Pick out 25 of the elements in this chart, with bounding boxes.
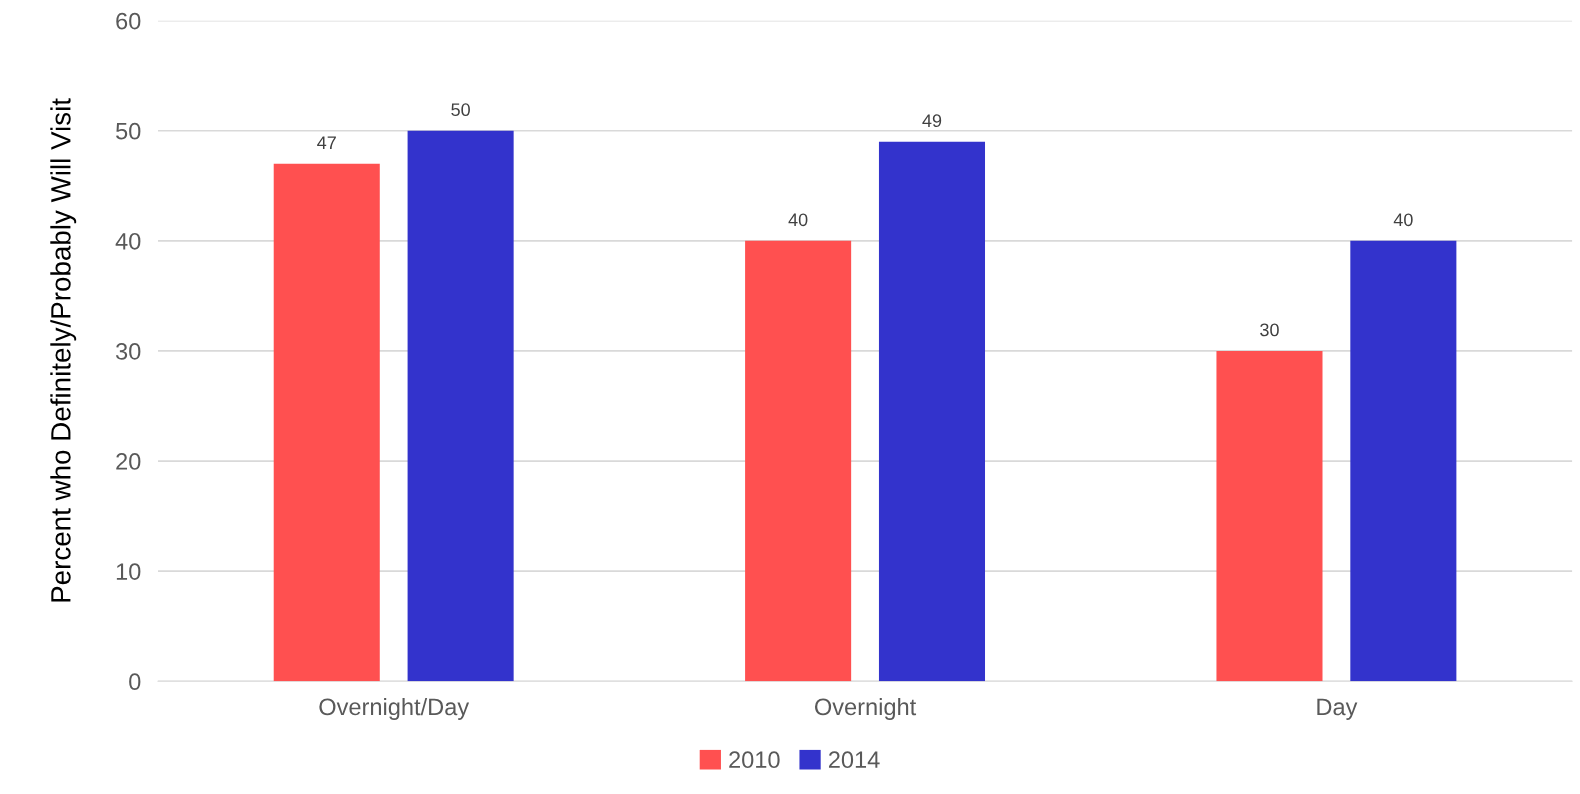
x-tick-label: Overnight (814, 697, 917, 720)
bar (1216, 350, 1323, 682)
data-label: 47 (317, 136, 336, 149)
bar (745, 240, 852, 682)
x-tick-label: Day (1317, 698, 1358, 720)
y-tick-label: 60 (116, 12, 141, 30)
bar (878, 141, 986, 682)
data-label: 49 (922, 114, 942, 128)
x-tick-label: Overnight/Day (319, 697, 470, 720)
y-tick-label: 30 (115, 343, 141, 360)
legend-label: 2010 (729, 751, 780, 769)
y-tick-label: 40 (115, 232, 141, 250)
data-label: 40 (1393, 213, 1413, 227)
y-tick-label: 20 (116, 453, 141, 470)
y-tick-label: 0 (129, 673, 141, 691)
y-axis-title: Percent who Definitely/Probably Will Visit (50, 98, 77, 602)
y-tick-label: 50 (116, 122, 141, 140)
bar (273, 163, 380, 682)
data-label: 30 (1260, 323, 1279, 337)
y-tick-label: 10 (116, 563, 141, 580)
data-label: 50 (451, 103, 470, 117)
data-label: 40 (788, 213, 808, 227)
legend-label: 2014 (828, 751, 880, 769)
bar (407, 130, 514, 682)
bar (1350, 240, 1457, 682)
